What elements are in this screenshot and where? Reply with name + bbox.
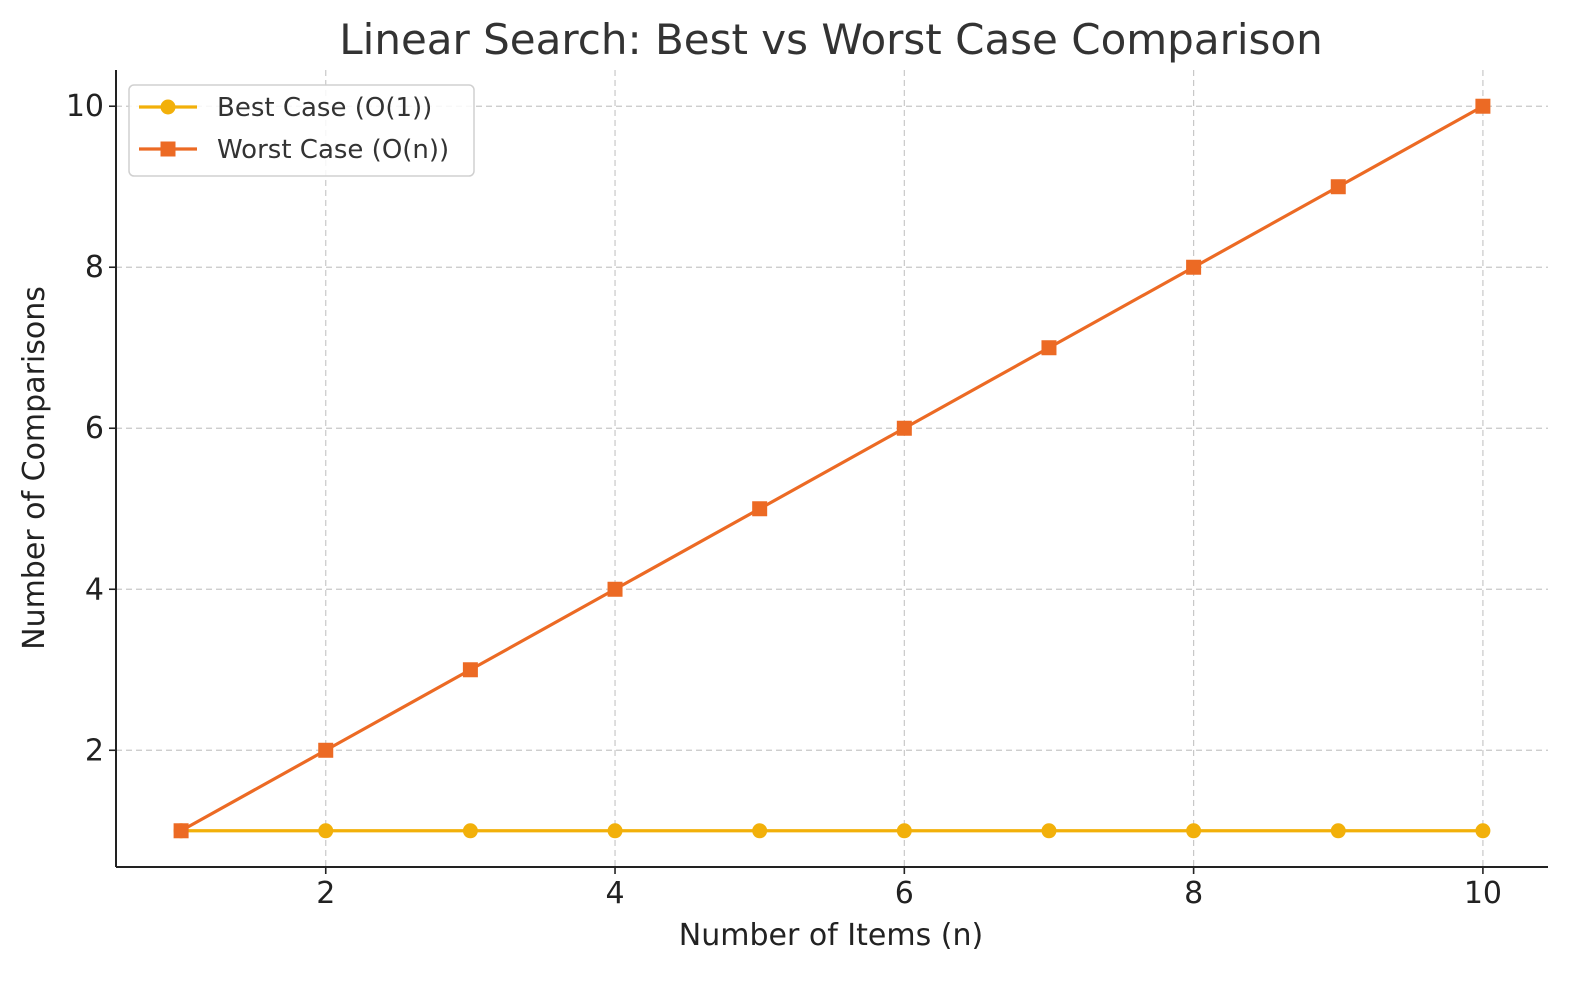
x-tick-label: 6 xyxy=(895,876,914,911)
y-tick-label: 4 xyxy=(85,572,104,607)
y-axis-label: Number of Comparisons xyxy=(17,286,52,650)
legend-label: Worst Case (O(n)) xyxy=(217,135,449,165)
y-tick-label: 6 xyxy=(85,411,104,446)
legend-entry: Worst Case (O(n)) xyxy=(139,135,449,165)
data-point xyxy=(896,420,912,436)
chart-title: Linear Search: Best vs Worst Case Compar… xyxy=(339,15,1322,64)
grid xyxy=(116,70,1548,867)
legend-box xyxy=(128,84,475,177)
data-point xyxy=(752,501,768,517)
data-point xyxy=(1186,259,1202,275)
data-point xyxy=(462,662,478,678)
data-point xyxy=(896,823,912,839)
legend-entry: Best Case (O(1)) xyxy=(139,93,432,123)
x-tick-label: 10 xyxy=(1464,876,1502,911)
y-tick-label: 10 xyxy=(66,89,104,124)
legend: Best Case (O(1)) Worst Case (O(n)) xyxy=(128,84,475,177)
y-tick-label: 2 xyxy=(85,733,104,768)
data-point xyxy=(1041,340,1057,356)
data-point xyxy=(1475,98,1491,114)
series-line xyxy=(180,104,1484,833)
data-point xyxy=(462,823,478,839)
x-axis-label: Number of Items (n) xyxy=(679,918,983,953)
legend-marker xyxy=(160,99,176,115)
ticks: 2 4 6 8 10 2 4 6 8 10 xyxy=(66,89,1502,911)
data-point xyxy=(607,581,623,597)
data-point xyxy=(173,823,189,839)
legend-marker xyxy=(160,141,176,157)
series-layer xyxy=(173,98,1491,839)
data-point xyxy=(607,823,623,839)
data-point xyxy=(1330,823,1346,839)
data-point xyxy=(318,742,334,758)
legend-label: Best Case (O(1)) xyxy=(217,93,432,123)
data-point xyxy=(1475,823,1491,839)
x-tick-label: 8 xyxy=(1184,876,1203,911)
data-point xyxy=(1041,823,1057,839)
data-point xyxy=(752,823,768,839)
data-point xyxy=(318,823,334,839)
x-tick-label: 2 xyxy=(316,876,335,911)
series-worst-case xyxy=(173,98,1491,839)
data-point xyxy=(1330,179,1346,195)
series-best-case xyxy=(173,823,1491,839)
y-tick-label: 8 xyxy=(85,250,104,285)
x-tick-label: 4 xyxy=(605,876,624,911)
data-point xyxy=(1186,823,1202,839)
